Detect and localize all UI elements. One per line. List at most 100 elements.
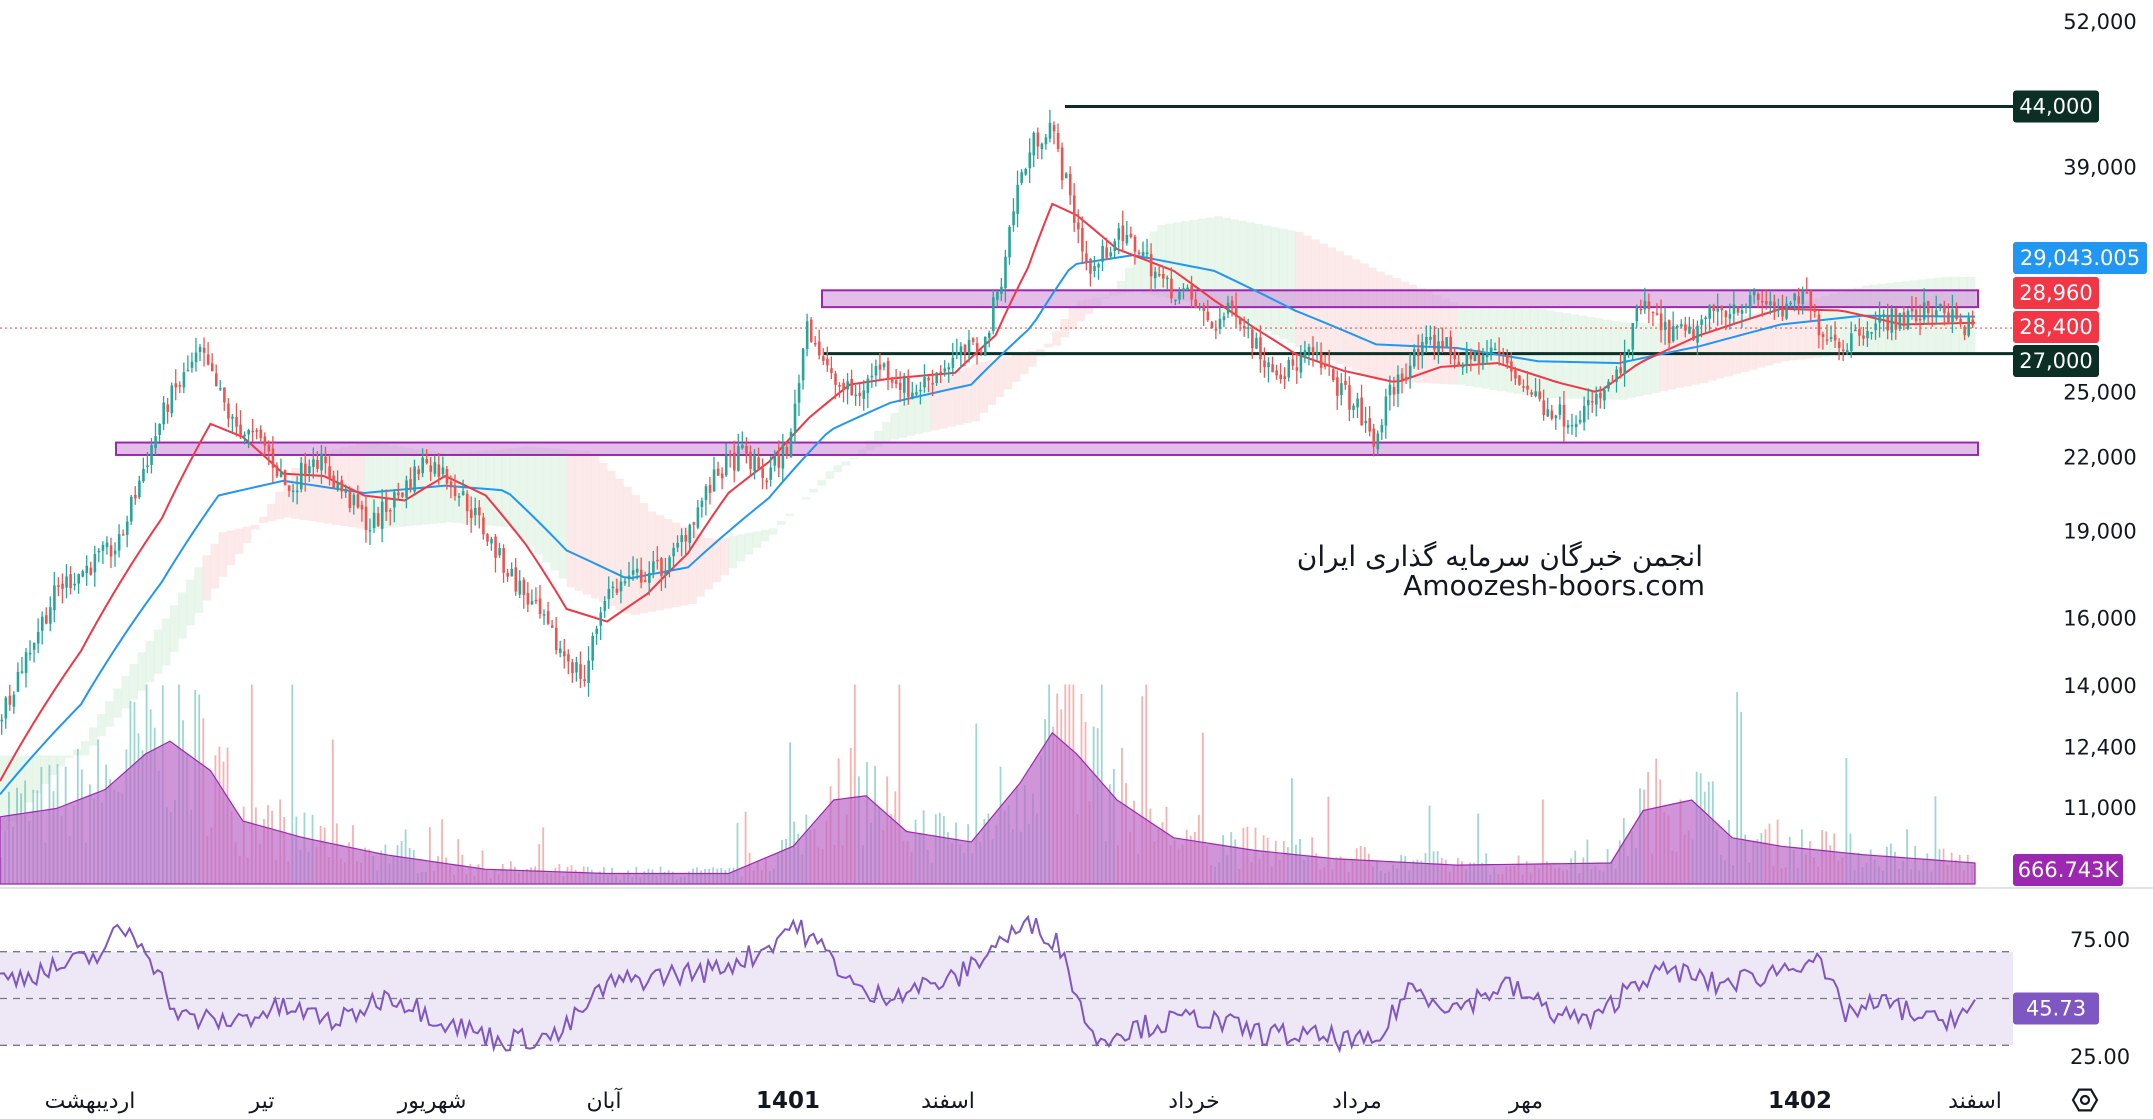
cloud-segment — [526, 446, 535, 547]
candle — [563, 639, 566, 669]
candle — [1485, 339, 1489, 365]
time-label: شهریور — [397, 1089, 467, 1114]
candle — [1299, 345, 1303, 379]
time-label: اردیبهشت — [45, 1089, 136, 1114]
candle — [1352, 403, 1355, 419]
candle — [1959, 313, 1962, 328]
watermark-line1: انجمن خبرگان سرمایه گذاری ایران — [1297, 540, 1703, 573]
candle — [1647, 293, 1651, 324]
candle — [1716, 293, 1720, 326]
volume-bar — [428, 827, 431, 884]
cloud-segment — [1877, 283, 1887, 353]
candle — [858, 383, 862, 407]
chart-settings-icon[interactable] — [2071, 1088, 2099, 1112]
cloud-segment — [598, 463, 608, 603]
candle — [668, 555, 671, 578]
candle — [1955, 302, 1958, 321]
cloud-segment — [1958, 276, 1968, 354]
candle — [1781, 294, 1784, 321]
cloud-segment — [963, 367, 972, 424]
cloud-segment — [485, 450, 495, 526]
candle — [482, 512, 485, 540]
volume-bar — [1906, 829, 1908, 884]
volume-ma-area — [0, 731, 1976, 885]
candle — [1210, 320, 1214, 329]
candle — [1166, 275, 1169, 291]
volume-bar — [457, 839, 460, 884]
candle — [1951, 294, 1954, 333]
cloud-segment — [242, 526, 252, 543]
candle — [724, 443, 728, 478]
candle — [12, 691, 16, 714]
cloud-segment — [607, 470, 616, 606]
candle — [1008, 225, 1011, 265]
candle — [417, 465, 420, 481]
candle — [1518, 374, 1521, 386]
candle — [1765, 290, 1768, 310]
candle — [1441, 327, 1444, 353]
candle — [1663, 307, 1667, 345]
watermark-line2: Amoozesh-boors.com — [1403, 569, 1705, 602]
candle — [1506, 349, 1509, 369]
support-resistance-zones — [115, 289, 1979, 456]
volume-bar — [744, 811, 747, 884]
candle — [830, 356, 833, 380]
candle — [259, 425, 263, 444]
price-tag: 29,043.005 — [2013, 242, 2147, 274]
candle — [1295, 354, 1299, 384]
candle — [1307, 343, 1311, 366]
candle — [469, 496, 473, 533]
cloud-segment — [1019, 352, 1029, 375]
candle — [1117, 222, 1121, 254]
candle — [882, 362, 886, 371]
cloud-segment — [1497, 307, 1507, 392]
rsi-axis[interactable]: 75.00 25.00 — [2070, 928, 2130, 1069]
cloud-segment — [1351, 259, 1361, 371]
time-axis[interactable]: اردیبهشت تیر شهریور آبان 1401 اسفند خرداد مرداد… — [45, 1087, 2002, 1114]
candle — [227, 398, 230, 428]
cloud-segment — [1367, 267, 1377, 378]
zone-rect[interactable] — [821, 289, 1979, 309]
cloud-segment — [582, 451, 592, 595]
candle — [1340, 373, 1343, 406]
candle — [1566, 419, 1570, 434]
candle — [1688, 316, 1691, 335]
cloud-segment — [1594, 318, 1604, 400]
candle — [251, 418, 255, 442]
candle — [1016, 170, 1019, 228]
candle — [328, 455, 331, 486]
candle — [1671, 311, 1675, 343]
cloud-segment — [129, 664, 139, 700]
candle — [1971, 310, 1975, 328]
candle — [1623, 339, 1626, 387]
candle — [1024, 167, 1028, 176]
cloud-segment — [1376, 271, 1385, 382]
candle — [1044, 133, 1048, 150]
candle — [1930, 308, 1934, 327]
cloud-segment — [752, 531, 762, 548]
cloud-segment — [704, 537, 713, 590]
cloud-segment — [720, 537, 729, 576]
candle — [24, 648, 28, 688]
candle — [971, 337, 975, 346]
cloud-segment — [1521, 308, 1531, 396]
candle — [1813, 304, 1817, 318]
cloud-segment — [40, 755, 50, 785]
price-tick-label: 22,000 — [2063, 445, 2136, 469]
cloud-segment — [801, 497, 810, 500]
price-axis[interactable]: 52,000 39,000 25,000 22,000 19,000 16,000 14,0… — [2063, 10, 2136, 820]
candle — [716, 461, 720, 476]
candle — [955, 338, 959, 360]
svg-text:28,960: 28,960 — [2019, 281, 2092, 305]
volume-bar — [441, 819, 443, 884]
volume-bar — [1736, 692, 1739, 884]
candle — [336, 470, 340, 492]
ema-slow-line — [0, 254, 1976, 796]
candle — [1894, 307, 1898, 340]
candle — [287, 485, 291, 497]
candle — [150, 438, 153, 474]
zone-rect[interactable] — [115, 441, 1979, 456]
cloud-segment — [1278, 228, 1288, 340]
candle — [1643, 287, 1647, 314]
